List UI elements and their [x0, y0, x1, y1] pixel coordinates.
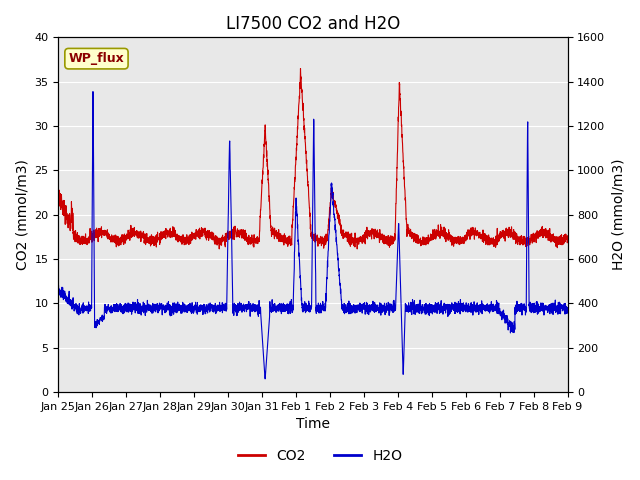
X-axis label: Time: Time	[296, 418, 330, 432]
Y-axis label: H2O (mmol/m3): H2O (mmol/m3)	[611, 159, 625, 270]
Legend: CO2, H2O: CO2, H2O	[232, 443, 408, 468]
Title: LI7500 CO2 and H2O: LI7500 CO2 and H2O	[226, 15, 400, 33]
Text: WP_flux: WP_flux	[68, 52, 124, 65]
Y-axis label: CO2 (mmol/m3): CO2 (mmol/m3)	[15, 159, 29, 270]
